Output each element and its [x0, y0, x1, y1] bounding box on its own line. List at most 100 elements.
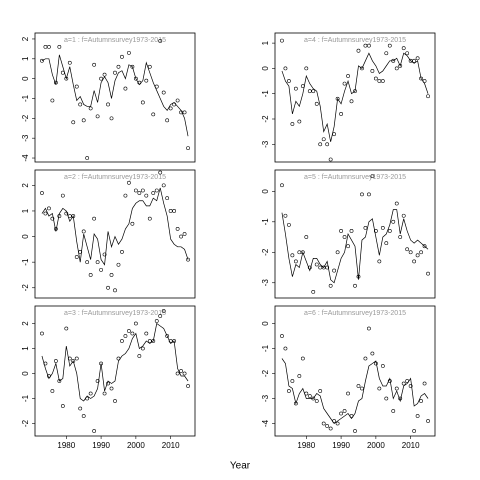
data-point — [140, 188, 145, 193]
y-tick-label: 2 — [21, 183, 30, 188]
data-point — [318, 389, 323, 393]
data-point — [64, 326, 69, 331]
data-point — [300, 356, 305, 361]
data-point — [304, 235, 309, 239]
data-point — [99, 267, 103, 272]
panel-title: a=2 : f=Autumnsurvey1973-2015 — [64, 174, 166, 181]
y-tick-label: 0 — [21, 371, 30, 376]
data-point — [137, 354, 142, 358]
data-point — [335, 421, 340, 426]
data-point — [287, 389, 291, 393]
data-point — [151, 191, 156, 195]
data-point — [179, 234, 183, 239]
data-point — [175, 226, 180, 231]
data-point — [293, 259, 298, 264]
x-tick-label: 2000 — [367, 441, 385, 450]
data-point — [179, 369, 183, 373]
data-point — [137, 191, 142, 195]
trend-line — [41, 54, 189, 137]
data-point — [81, 118, 86, 123]
y-tick-label: 1 — [261, 40, 270, 45]
data-point — [415, 414, 420, 418]
data-point — [415, 56, 420, 61]
data-point — [426, 271, 430, 276]
data-point — [158, 39, 163, 43]
data-point — [43, 44, 48, 49]
data-point — [158, 314, 163, 318]
data-point — [78, 102, 83, 107]
data-point — [394, 66, 399, 71]
data-point — [116, 262, 121, 267]
data-point — [144, 78, 149, 83]
data-point — [74, 356, 79, 361]
data-point — [328, 426, 333, 431]
data-point — [377, 386, 382, 391]
data-point — [363, 43, 368, 48]
data-point — [109, 386, 114, 391]
data-point — [283, 213, 288, 218]
panel-title: a=6 : f=Autumnsurvey1973-2015 — [304, 310, 406, 317]
data-point — [109, 273, 114, 277]
data-point — [349, 99, 354, 104]
data-point — [360, 386, 364, 391]
data-point — [412, 259, 417, 264]
data-point — [377, 79, 382, 83]
data-point — [360, 192, 364, 197]
y-tick-label: 1 — [21, 346, 30, 351]
data-point — [165, 196, 170, 201]
data-point — [88, 106, 93, 111]
y-tick-label: 0 — [21, 234, 30, 239]
data-point — [363, 226, 368, 230]
data-point — [81, 229, 86, 234]
data-point — [95, 114, 100, 119]
data-point — [426, 419, 430, 423]
data-point — [415, 253, 420, 258]
data-point — [297, 250, 302, 255]
data-point — [346, 244, 350, 249]
y-tick-label: 1 — [21, 56, 30, 61]
data-point — [426, 94, 430, 99]
data-point — [161, 309, 166, 313]
data-point — [314, 262, 319, 267]
data-point — [314, 399, 319, 403]
y-tick-label: -2 — [21, 419, 30, 427]
data-point — [85, 260, 90, 265]
data-point — [325, 265, 330, 270]
data-point — [349, 229, 354, 233]
data-point — [140, 100, 145, 105]
data-point — [408, 384, 413, 388]
data-point — [307, 89, 312, 94]
data-point — [182, 110, 187, 115]
trend-line — [41, 322, 189, 402]
data-point — [370, 351, 375, 356]
data-point — [405, 51, 410, 56]
data-point — [297, 119, 302, 124]
data-point — [175, 371, 180, 376]
data-point — [175, 98, 180, 103]
data-point — [325, 424, 330, 428]
data-point — [92, 216, 97, 221]
data-point — [321, 137, 326, 142]
data-point — [283, 346, 288, 351]
data-point — [106, 102, 110, 107]
data-point — [373, 76, 378, 81]
data-point — [311, 290, 316, 294]
data-point — [85, 156, 90, 160]
data-point — [102, 72, 107, 77]
data-point — [92, 62, 97, 67]
y-tick-label: -2 — [261, 248, 270, 256]
x-tick-label: 1980 — [57, 441, 75, 450]
x-tick-label: 2010 — [162, 441, 180, 450]
data-point — [328, 157, 333, 162]
x-tick-label: 1980 — [297, 441, 315, 450]
data-point — [335, 250, 340, 255]
y-tick-label: 0 — [261, 321, 270, 326]
data-point — [384, 241, 389, 246]
data-point — [40, 191, 44, 195]
data-point — [130, 64, 135, 69]
data-point — [151, 112, 156, 117]
y-tick-label: -2 — [21, 114, 30, 122]
data-point — [422, 381, 427, 386]
data-point — [109, 116, 114, 121]
data-point — [339, 229, 343, 233]
